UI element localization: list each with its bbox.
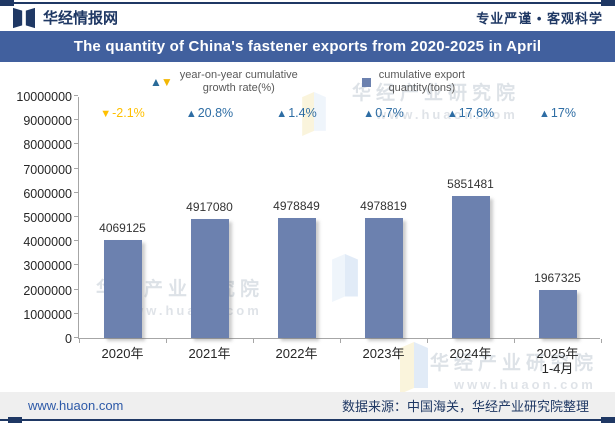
y-axis-tick-label: 6000000 [23, 186, 72, 201]
x-axis-category-sublabel: 1-4月 [541, 361, 574, 376]
y-axis-tick-mark [74, 240, 78, 242]
y-axis-tick-label: 7000000 [23, 162, 72, 177]
legend-item-growth-rate: ▲▼ year-on-year cumulative growth rate(%… [150, 69, 298, 95]
export-quantity-bar [451, 196, 490, 338]
triangle-up-icon: ▲ [185, 108, 197, 120]
brand: 华经情报网 [12, 7, 118, 29]
y-axis-tick-label: 2000000 [23, 283, 72, 298]
bar-value-label: 4069125 [99, 220, 146, 235]
y-axis-tick-label: 4000000 [23, 235, 72, 250]
bar-value-label: 1967325 [534, 271, 581, 286]
growth-rate-label: ▲0.7% [363, 106, 404, 120]
export-quantity-bar [103, 239, 142, 338]
chart-column: 4917080 ▲20.8% 2021年 [166, 96, 253, 361]
top-rule-cap-left [0, 0, 14, 6]
y-axis-tick-label: 8000000 [23, 138, 72, 153]
y-axis-tick-mark [74, 288, 78, 290]
bar-value-label: 4978819 [360, 198, 407, 213]
chart-column: 4978849 ▲1.4% 2022年 [253, 96, 340, 361]
x-axis-category-label: 2020年 [101, 346, 144, 361]
export-quantity-bar [538, 290, 577, 338]
y-axis-tick-mark [74, 143, 78, 145]
growth-rate-legend-icon: ▲▼ [150, 75, 173, 89]
chart-column: 4978819 ▲0.7% 2023年 [340, 96, 427, 361]
x-axis-category-label: 2024年 [449, 346, 492, 361]
x-axis-category-label: 2023年 [362, 346, 405, 361]
brand-name: 华经情报网 [43, 10, 119, 27]
x-axis-category-label: 2022年 [275, 346, 318, 361]
footer-site-link[interactable]: www.huaon.com [28, 398, 124, 413]
bar-value-label: 4917080 [186, 200, 233, 215]
y-axis-tick-mark [74, 337, 78, 338]
x-axis-tick-mark [427, 339, 428, 343]
header: 华经情报网 专业严谨 • 客观科学 [0, 4, 615, 31]
bottom-rule-cap-right [601, 417, 615, 423]
bottom-rule-cap-left [8, 417, 22, 423]
y-axis-tick-mark [74, 167, 78, 169]
y-axis-tick-mark [74, 191, 78, 193]
y-axis-tick-label: 3000000 [23, 259, 72, 274]
title-bar: The quantity of China's fastener exports… [0, 31, 615, 62]
legend-label-growth: year-on-year cumulative growth rate(%) [179, 69, 298, 94]
y-axis-tick-label: 10000000 [16, 90, 72, 104]
x-axis-tick-mark [166, 339, 167, 343]
header-tagline: 专业严谨 • 客观科学 [476, 11, 603, 26]
x-axis-category-label: 2025年 1-4月 [514, 346, 601, 376]
bottom-rule [0, 419, 615, 421]
triangle-up-icon: ▲ [446, 108, 458, 120]
y-axis-tick-label: 5000000 [23, 211, 72, 225]
x-axis-tick-mark [253, 339, 254, 343]
triangle-up-icon: ▲ [363, 108, 375, 120]
growth-rate-label: ▲1.4% [276, 106, 317, 120]
growth-rate-label: ▲17% [539, 106, 576, 120]
top-rule [0, 2, 615, 4]
y-axis-tick-mark [74, 95, 78, 96]
plot-area: 4069125 ▼-2.1% 2020年 4917080 ▲20.8% 2021年 4978… [74, 95, 602, 376]
chart-title: The quantity of China's fastener exports… [73, 38, 542, 55]
huajing-logo-icon [12, 7, 36, 29]
export-quantity-bar [277, 217, 316, 338]
chart-column: 5851481 ▲17.6% 2024年 [427, 96, 514, 361]
chart-column: 1967325 ▲17% 2025年 1-4月 [514, 96, 601, 376]
triangle-down-icon: ▼ [100, 108, 112, 120]
growth-rate-label: ▼-2.1% [100, 106, 145, 120]
legend-label-quantity: cumulative export quantity(tons) [378, 69, 465, 94]
footer-data-source: 数据来源：中国海关，华经产业研究院整理 [341, 399, 589, 414]
triangle-up-icon: ▲ [276, 108, 288, 120]
x-axis-category-label: 2021年 [188, 346, 231, 361]
y-axis-labels: 0 1000000 2000000 3000000 4000000 5000000 6000… [0, 90, 72, 346]
y-axis-tick-mark [74, 216, 78, 217]
triangle-up-icon: ▲ [539, 108, 550, 120]
chart-column: 4069125 ▼-2.1% 2020年 [79, 96, 166, 361]
x-axis-tick-mark [514, 339, 515, 343]
chart-area: 华经产业研究院 www.huaon.com 华经产业研究院 www.huaon.… [0, 62, 615, 394]
x-axis-tick-mark [340, 339, 341, 343]
export-quantity-bar [190, 219, 229, 338]
x-axis-tick-mark [79, 339, 80, 343]
bar-value-label: 4978849 [273, 198, 320, 213]
quantity-legend-icon [361, 77, 371, 87]
y-axis-tick-mark [74, 312, 78, 314]
growth-rate-label: ▲20.8% [185, 106, 234, 120]
footer: www.huaon.com 数据来源：中国海关，华经产业研究院整理 [0, 392, 615, 419]
export-quantity-bar [364, 217, 403, 338]
y-axis-tick-label: 1000000 [23, 307, 72, 322]
chart-legend: ▲▼ year-on-year cumulative growth rate(%… [0, 69, 615, 95]
y-axis-tick-mark [74, 264, 78, 266]
y-axis-tick-label: 9000000 [23, 114, 72, 129]
growth-rate-label: ▲17.6% [446, 106, 495, 120]
y-axis-tick-label: 0 [65, 332, 72, 346]
bar-value-label: 5851481 [447, 177, 494, 192]
legend-item-quantity: cumulative export quantity(tons) [361, 69, 465, 95]
y-axis-tick-mark [74, 119, 78, 121]
x-axis-tick-mark [601, 339, 602, 343]
top-rule-cap-right [601, 0, 615, 6]
